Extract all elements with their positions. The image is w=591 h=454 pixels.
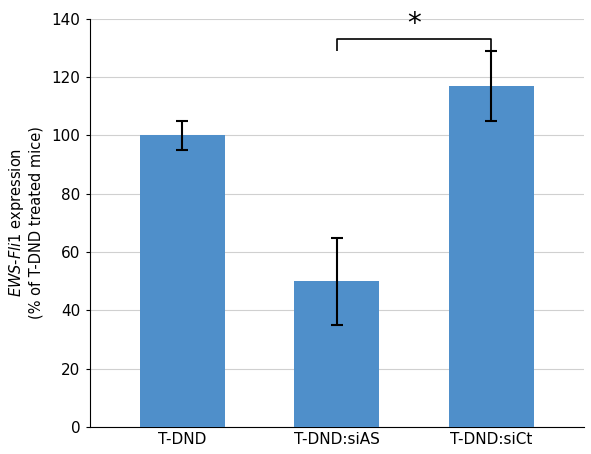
Y-axis label: $\it{EWS}$-$\it{Fli1}$ expression
(% of T-DND treated mice): $\it{EWS}$-$\it{Fli1}$ expression (% of … <box>7 127 43 320</box>
Bar <box>294 281 379 427</box>
Bar <box>449 86 534 427</box>
Text: *: * <box>407 10 421 38</box>
Bar <box>140 135 225 427</box>
